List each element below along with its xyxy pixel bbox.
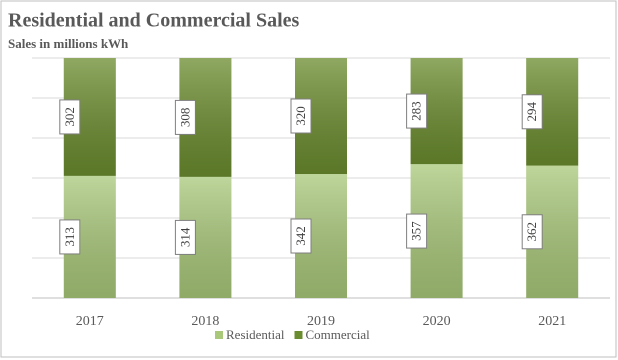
value-label-box (406, 93, 428, 129)
legend-swatch (294, 331, 303, 339)
value-label: 314 (174, 219, 196, 255)
x-tick-label: 2019 (307, 314, 335, 329)
value-label-text: 283 (409, 101, 424, 121)
value-label: 294 (521, 94, 543, 130)
value-label: 283 (406, 93, 428, 129)
legend-label: Residential (226, 327, 285, 342)
value-label-box (174, 219, 196, 255)
x-tick-label: 2020 (423, 314, 451, 329)
legend-swatch (215, 331, 223, 339)
value-label-text: 302 (62, 107, 77, 127)
chart-title: Residential and Commercial Sales (8, 10, 300, 32)
value-label: 313 (59, 219, 81, 255)
value-label-text: 342 (293, 226, 308, 246)
value-label: 308 (174, 99, 196, 135)
value-label-box (59, 219, 81, 255)
value-label-box (406, 213, 428, 249)
legend-label: Commercial (306, 327, 371, 342)
value-label-box (521, 94, 543, 130)
chart-subtitle: Sales in millions kWh (8, 36, 129, 51)
x-tick-label: 2021 (538, 314, 566, 329)
value-label: 362 (521, 214, 543, 250)
value-label-text: 320 (293, 106, 308, 126)
value-label-text: 294 (524, 102, 539, 122)
value-label-box (290, 98, 312, 134)
value-label-box (521, 214, 543, 250)
value-label-text: 314 (177, 227, 192, 247)
value-label: 302 (59, 99, 81, 135)
value-label-text: 357 (409, 221, 424, 241)
value-label-box (59, 99, 81, 135)
value-label-text: 362 (524, 222, 539, 242)
value-label-box (174, 99, 196, 135)
value-label-box (290, 218, 312, 254)
x-tick-label: 2018 (191, 314, 219, 329)
value-label: 320 (290, 98, 312, 134)
x-tick-label: 2017 (76, 314, 104, 329)
value-label: 342 (290, 218, 312, 254)
value-label-text: 313 (62, 227, 77, 247)
value-label: 357 (406, 213, 428, 249)
value-label-text: 308 (177, 108, 192, 128)
